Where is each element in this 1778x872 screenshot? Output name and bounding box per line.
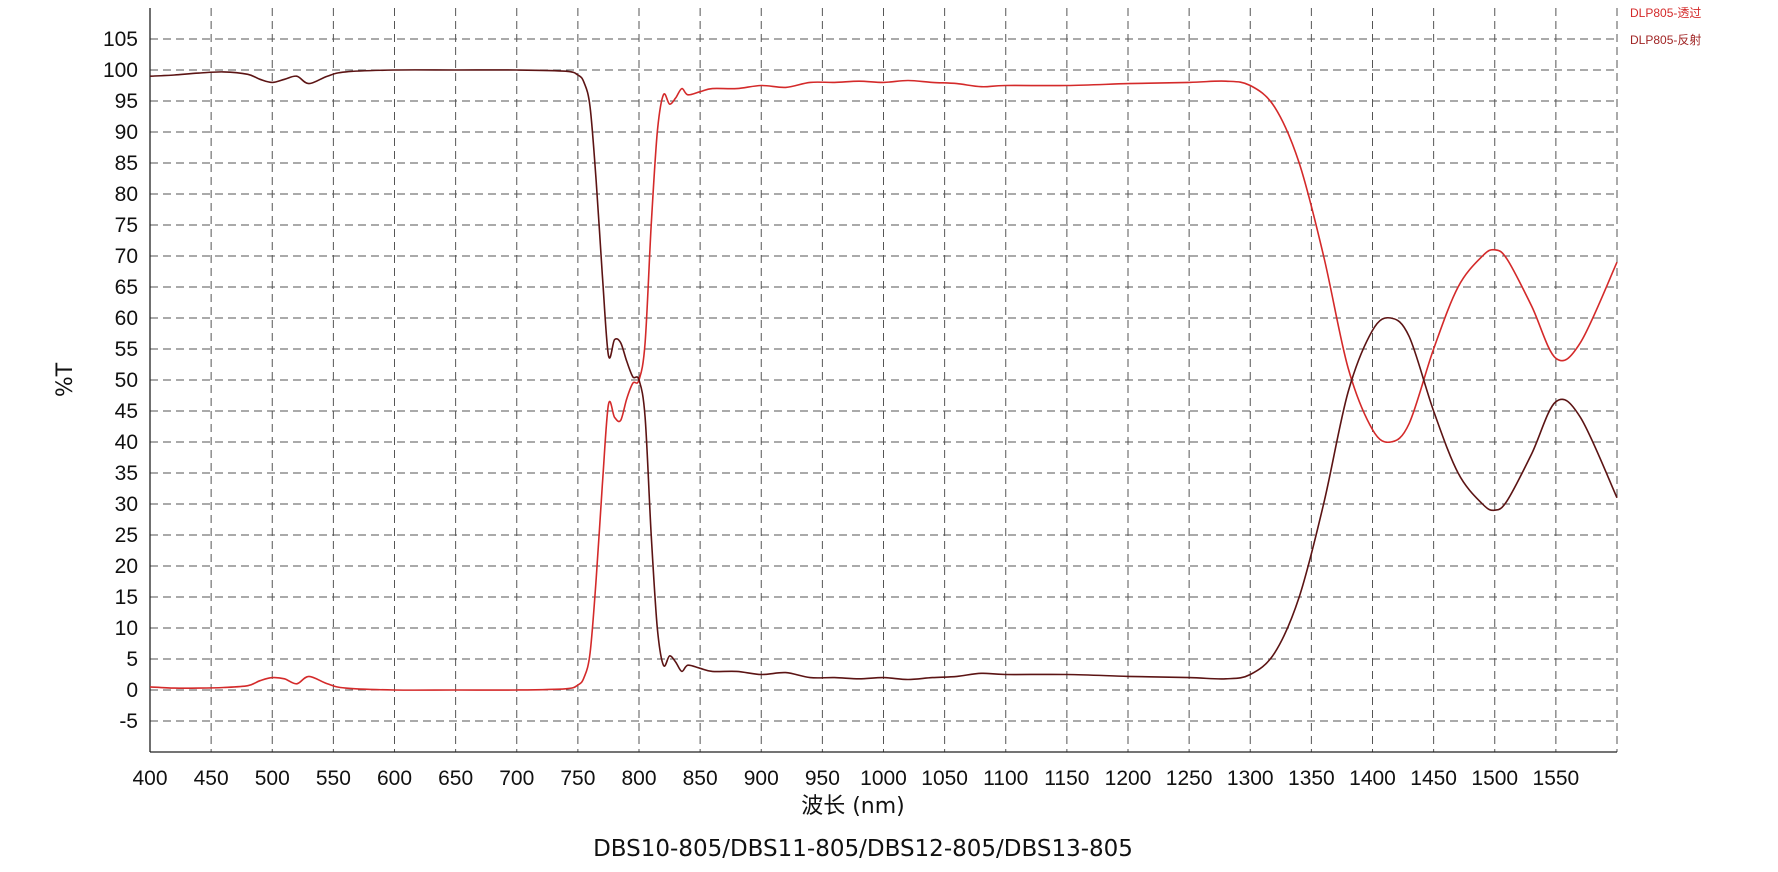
- x-tick-label: 1300: [1227, 767, 1274, 790]
- y-tick-label: 30: [115, 493, 138, 516]
- x-tick-label: 750: [560, 767, 595, 790]
- x-tick-label: 1200: [1105, 767, 1152, 790]
- grid: [150, 8, 1618, 752]
- x-axis-label: 波长 (nm): [801, 794, 905, 819]
- x-tick-label: 550: [316, 767, 351, 790]
- x-tick-label: 650: [438, 767, 473, 790]
- series-line-transmission: [149, 79, 1618, 691]
- y-tick-label: 80: [115, 183, 138, 206]
- series-lines: [149, 69, 1618, 691]
- y-tick-label: -5: [119, 710, 138, 733]
- y-tick-label: 70: [115, 245, 138, 268]
- legend-entry-reflection: DLP805-反射: [1630, 32, 1701, 47]
- y-axis-label: %T: [53, 362, 78, 397]
- x-tick-label: 1000: [860, 767, 907, 790]
- x-tick-label: 850: [683, 767, 718, 790]
- axes: [149, 8, 1617, 753]
- series-line-reflection: [149, 69, 1618, 681]
- y-tick-label: 95: [115, 90, 138, 113]
- x-tick-label: 950: [805, 767, 840, 790]
- x-tick-label: 600: [377, 767, 412, 790]
- x-tick-label: 400: [132, 767, 167, 790]
- x-tick-label: 1450: [1410, 767, 1457, 790]
- x-tick-label: 1100: [983, 767, 1028, 790]
- x-tick-label: 1250: [1166, 767, 1213, 790]
- y-tick-label: 0: [126, 679, 138, 702]
- y-tick-label: 40: [115, 431, 138, 454]
- x-tick-label: 1400: [1349, 767, 1396, 790]
- x-tick-label: 800: [621, 767, 656, 790]
- y-tick-label: 55: [115, 338, 138, 361]
- x-tick-label: 1550: [1533, 767, 1580, 790]
- y-tick-label: 75: [115, 214, 138, 237]
- y-tick-label: 85: [115, 152, 138, 175]
- chart-title: DBS10-805/DBS11-805/DBS12-805/DBS13-805: [593, 836, 1133, 862]
- x-tick-labels: 400 450 500 550 600 650 700 750 800 850 900 950 1000…: [132, 767, 1579, 790]
- y-tick-label: 5: [126, 648, 138, 671]
- x-tick-label: 700: [499, 767, 534, 790]
- x-tick-label: 450: [194, 767, 229, 790]
- legend: DLP805-透过 DLP805-反射: [1630, 6, 1701, 47]
- y-tick-label: 100: [103, 59, 138, 82]
- y-tick-label: 90: [115, 121, 138, 144]
- x-tick-label: 1150: [1044, 767, 1089, 790]
- y-tick-label: 65: [115, 276, 138, 299]
- y-tick-label: 105: [103, 28, 138, 51]
- y-tick-label: 60: [115, 307, 138, 330]
- y-tick-label: 45: [115, 400, 138, 423]
- y-tick-label: 50: [115, 369, 138, 392]
- y-tick-label: 10: [115, 617, 138, 640]
- y-tick-labels: -5 0 5 10 15 20 25 30 35 40 45 50 55 60 65 70 75 80 85 90 95…: [103, 28, 138, 733]
- x-tick-label: 900: [744, 767, 779, 790]
- y-tick-label: 35: [115, 462, 138, 485]
- x-tick-label: 1350: [1288, 767, 1335, 790]
- x-tick-label: 1050: [921, 767, 968, 790]
- x-tick-label: 1500: [1471, 767, 1518, 790]
- y-tick-label: 25: [115, 524, 138, 547]
- y-tick-label: 15: [115, 586, 138, 609]
- y-tick-label: 20: [115, 555, 138, 578]
- x-tick-label: 500: [255, 767, 290, 790]
- legend-entry-transmission: DLP805-透过: [1630, 6, 1701, 20]
